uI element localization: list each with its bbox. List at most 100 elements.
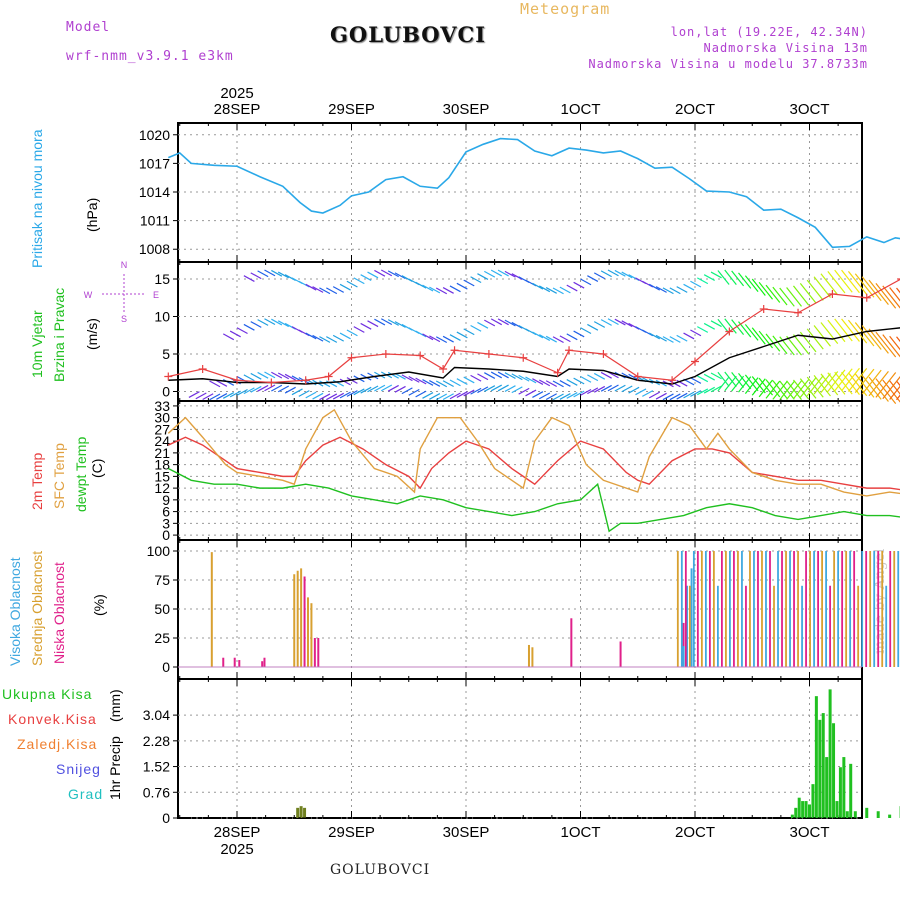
wind-barb [497,371,509,379]
wind-barb [470,374,482,382]
wind-barb [203,288,214,294]
wind-barb [229,330,241,338]
wind-barb [223,285,234,291]
x-label-bottom: 2OCT [675,824,715,841]
x-label-bottom: 3OCT [789,824,829,841]
precip-bar [801,801,805,818]
x-label-top: 1OCT [560,101,600,118]
precip-bar [818,719,822,818]
wind-barb [346,329,358,337]
wind-barb [806,375,824,397]
wind-barb [683,283,695,291]
y-tick-label: 1017 [139,155,170,171]
wind-barb [847,368,868,392]
wind-barb [854,368,875,393]
wind-barb [175,326,186,332]
wind-barb [360,274,372,281]
wind-barb [655,334,667,342]
wind-barb [435,393,448,401]
wind-barb [339,283,351,291]
wind-barb [738,376,752,393]
wind-gust-marker [233,376,241,385]
wind-barb [257,371,269,379]
wind-gust-marker [381,350,390,358]
wind-barb [799,377,817,398]
model-label: Model [66,20,111,35]
precip-bar [814,696,818,818]
wind-barb [834,368,853,392]
wind-barb [532,282,544,290]
wind-barb [690,280,702,288]
wind-barb [222,333,235,341]
wind-barb [195,392,207,400]
wind-barb [271,318,283,326]
wind-barb [429,286,441,294]
wind-barb [380,318,393,326]
wind-barb [724,269,737,285]
wind-barb [614,384,626,392]
wind-barb [305,391,317,399]
wind-barb [669,336,681,343]
precip-bars [178,689,900,819]
wind-barb [353,277,365,285]
wind-barb [277,372,290,380]
wind-barb [367,271,379,279]
wind-gust-marker [862,293,871,302]
wind-barb [511,386,523,394]
legend-snijeg: Snijeg [56,761,101,777]
wind-barb [394,385,406,393]
wind-barb [587,374,599,382]
wind-barb [697,326,709,333]
wind-barb [477,373,489,381]
wind-barb [573,330,585,338]
wind-barb [504,385,516,392]
wind-barb [861,375,882,400]
precip-bar [821,713,825,818]
wind-barb [827,271,846,294]
wind-barb [346,280,358,288]
y-tick-label: 27 [154,421,170,437]
wind-barb [580,278,592,286]
wind-gust-marker [828,290,837,298]
y-tick-label: 5 [162,346,170,362]
wind-barb [690,377,702,384]
wind-barb [724,371,737,387]
wind-barb [380,384,393,392]
wind-barb [463,279,475,287]
x-label-top: 3OCT [789,101,829,118]
legend-zaledj: Zaledj.Kisa [17,736,98,752]
wind-barb [847,319,868,344]
wind-barb [813,276,831,298]
wind-barb [697,388,709,396]
precip-bar [876,811,880,818]
wind-barb [538,392,551,400]
y-tick-label: 1011 [140,213,170,229]
wind-barb [573,281,585,289]
wind-barb [484,319,496,327]
wind-barb [710,320,722,328]
wind-barb [442,393,454,401]
precip-bar [865,807,869,818]
panel-frame [177,678,863,819]
precip-bar [853,811,857,818]
wind-barb [861,325,882,350]
wind-barb [676,334,688,342]
wind-barb [429,393,441,400]
wind-gust-marker [691,357,699,366]
wind-barb [738,272,752,289]
wind-barb [841,269,860,294]
wind-barb [600,384,612,392]
wind-barb [387,270,399,278]
wind-barb [731,270,745,287]
wind-barb [415,377,427,385]
wind-barb [662,393,674,401]
wind-gust-marker [324,372,333,381]
wind-barb [291,388,303,396]
wind-barb [387,384,399,392]
wind-barb [593,385,606,393]
wind-barb [827,319,846,343]
precip-bar [808,804,811,818]
wind-barb [834,269,853,293]
wind-barb [422,392,434,399]
wind-barb [532,331,544,339]
